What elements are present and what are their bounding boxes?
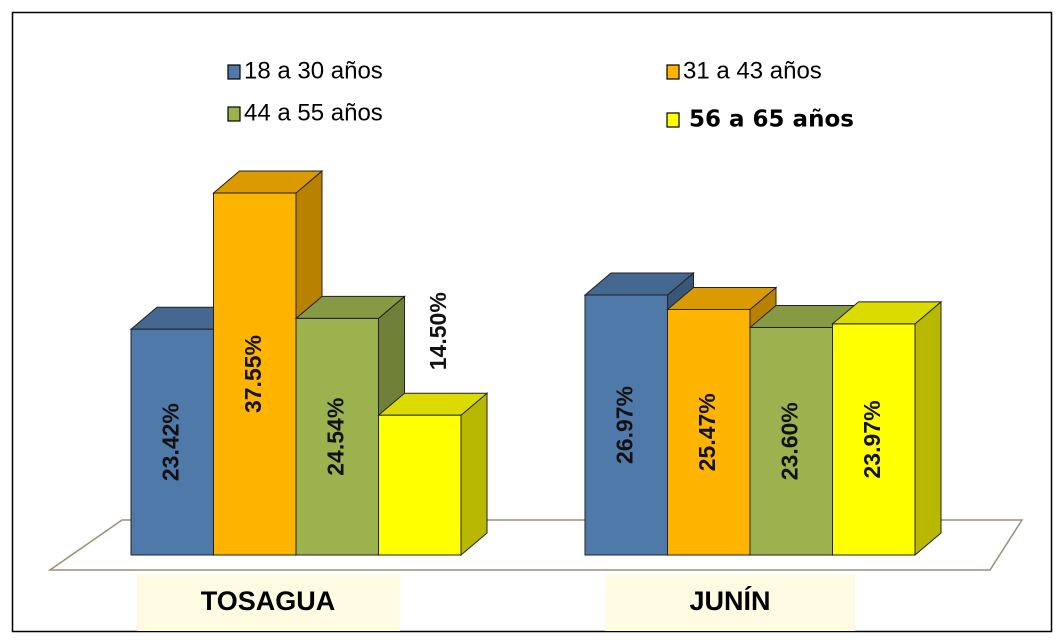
category-box <box>137 575 400 631</box>
legend-swatch <box>227 106 241 122</box>
value-label: 23.60% <box>776 402 802 480</box>
value-label: 23.97% <box>859 400 885 478</box>
value-label: 25.47% <box>694 393 720 471</box>
legend-label: 18 a 30 años <box>244 57 383 84</box>
category-box <box>605 575 855 631</box>
legend-label: 56 a 65 años <box>689 107 854 133</box>
legend-swatch <box>666 112 680 128</box>
value-label: 23.42% <box>157 403 183 481</box>
bar-front <box>213 192 297 556</box>
bar <box>831 300 943 557</box>
bar-side <box>460 392 488 557</box>
legend-label: 31 a 43 años <box>683 57 822 84</box>
legend-label: 44 a 55 años <box>244 99 383 126</box>
bar-front <box>832 323 916 556</box>
bar-side <box>914 300 942 557</box>
category-label: JUNÍN <box>689 585 770 616</box>
value-label: 37.55% <box>240 335 266 413</box>
value-label: 26.97% <box>611 386 637 464</box>
value-label: 24.54% <box>322 398 348 476</box>
bar-front <box>378 414 462 556</box>
category-label: TOSAGUA <box>201 586 336 616</box>
legend-swatch <box>227 64 241 80</box>
legend-swatch <box>666 64 680 80</box>
bar-front <box>295 317 379 556</box>
bar-front <box>749 326 833 556</box>
value-label: 14.50% <box>425 292 451 370</box>
bar-front <box>667 308 751 556</box>
bar <box>377 392 489 557</box>
bar-front <box>584 294 668 556</box>
